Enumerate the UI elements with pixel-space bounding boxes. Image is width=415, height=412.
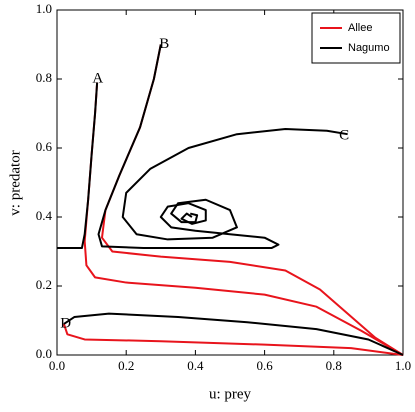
annotation: A <box>92 70 103 86</box>
x-tick-label: 0.4 <box>187 358 204 373</box>
legend-box <box>311 12 401 64</box>
y-tick-label: 0.6 <box>36 139 53 154</box>
y-tick-label: 1.0 <box>36 1 52 16</box>
x-tick-label: 0.8 <box>326 358 342 373</box>
legend-label: Allee <box>348 22 372 34</box>
trajectory <box>100 44 404 356</box>
annotation: D <box>60 315 71 331</box>
x-tick-label: 0.6 <box>256 358 273 373</box>
y-tick-label: 0.0 <box>36 346 52 361</box>
x-tick-label: 0.2 <box>118 358 134 373</box>
x-axis-label: u: prey <box>209 386 252 402</box>
y-tick-label: 0.4 <box>36 208 53 223</box>
trajectory <box>57 82 99 250</box>
x-tick-label: 0.0 <box>49 358 65 373</box>
legend: Allee Nagumo <box>311 12 401 64</box>
y-axis-label: v: predator <box>7 150 23 215</box>
plot-frame <box>56 9 404 356</box>
annotation: B <box>159 36 169 52</box>
y-tick-label: 0.8 <box>36 70 52 85</box>
annotation: C <box>339 127 349 143</box>
trajectory <box>97 44 280 250</box>
trajectory <box>121 128 348 241</box>
x-tick-label: 1.0 <box>395 358 411 373</box>
y-tick-label: 0.2 <box>36 277 52 292</box>
trajectory <box>62 323 404 356</box>
trajectory <box>63 312 404 356</box>
legend-label: Nagumo <box>348 42 390 54</box>
